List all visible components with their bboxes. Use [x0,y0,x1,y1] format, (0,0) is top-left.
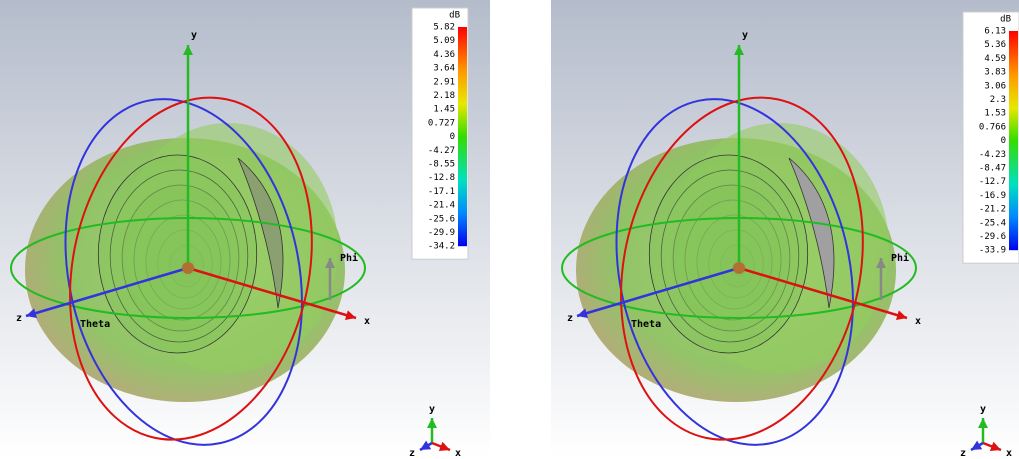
z-axis-head [26,308,38,318]
colorbar-tick-label: 4.59 [984,54,1006,64]
triad-z-head [420,440,432,450]
colorbar-tick-label: -21.2 [979,205,1006,215]
contour [684,199,782,321]
contour [133,199,231,321]
contour [672,184,791,332]
colorbar-tick-label: 3.64 [433,64,455,74]
colorbar-tick-label: 1.45 [433,105,455,115]
theta-ring-red [69,96,313,441]
axis-label: x [915,316,921,327]
axis-label: x [364,316,370,327]
colorbar-tick-label: -33.9 [979,246,1006,256]
origin [733,262,745,274]
axis-label: Phi [340,252,358,264]
x-axis-head [895,310,907,320]
y-axis-head [734,45,744,55]
theta-ring-blue [615,98,854,446]
contour [145,214,222,310]
x-axis [187,266,357,320]
view-panel: y x z Phi Theta dB 6.13 5.36 4.59 3.83 3.06 2.3 1.53… [551,0,1019,459]
contour [696,214,773,310]
colorbar-tick-label: -4.23 [979,150,1006,160]
triad-x-head [989,441,1001,452]
x-axis-head [344,310,356,320]
triad-label: y [429,404,435,415]
colorbar-tick-label: 0.727 [428,118,455,128]
triad-y-head [427,418,437,428]
colorbar-tick-label: -29.6 [979,232,1006,242]
pattern-gap [788,157,835,309]
view-panel: y x z Phi Theta dB 5.82 5.09 4.36 3.64 2.91 2.18 1.4… [0,0,490,459]
triad-label: z [960,448,966,459]
colorbar-tick-label: 4.36 [433,50,455,60]
colorbar-tick-label: 5.82 [433,23,455,33]
colorbar-tick-label: 3.06 [984,81,1006,91]
theta-ring-red [620,96,864,441]
triad-z-head [971,440,983,450]
contour [121,184,240,332]
contour [97,154,258,354]
axis-label: Theta [631,319,661,330]
z-axis-head [577,308,589,318]
colorbar-tick-label: 5.36 [984,40,1006,50]
colorbar-tick-label: -21.4 [428,201,455,211]
colorbar-tick-label: 0 [1001,136,1006,146]
colorbar [1009,31,1018,251]
phi-arrow-head [876,258,886,268]
colorbar-tick-label: -8.47 [979,164,1006,174]
x-axis [738,266,908,320]
colorbar-tick-label: -29.9 [428,228,455,238]
axis-label: z [567,313,573,324]
colorbar-tick-label: -4.27 [428,146,455,156]
colorbar-tick-label: -12.7 [979,177,1006,187]
colorbar-unit: dB [449,11,460,21]
colorbar-tick-label: -34.2 [428,242,455,252]
axis-label: y [191,30,197,41]
colorbar-unit: dB [1000,15,1011,25]
colorbar-tick-label: 2.3 [990,95,1006,105]
y-axis-head [183,45,193,55]
axis-label: Phi [891,252,909,264]
colorbar-tick-label: -17.1 [428,187,455,197]
colorbar-tick-label: 2.18 [433,91,455,101]
triad-label: y [980,404,986,415]
colorbar-tick-label: 1.53 [984,109,1006,119]
axis-label: y [742,30,748,41]
colorbar-tick-label: -25.4 [979,218,1006,228]
pattern-gap [237,157,284,309]
triad-label: z [409,448,415,459]
colorbar-tick-label: 0 [450,132,455,142]
axis-label: Theta [80,319,110,330]
colorbar-tick-label: 0.766 [979,122,1006,132]
colorbar-tick-label: 3.83 [984,68,1006,78]
colorbar-tick-label: -8.55 [428,160,455,170]
colorbar-tick-label: -16.9 [979,191,1006,201]
colorbar-tick-label: 2.91 [433,77,455,87]
colorbar [458,27,467,247]
axis-label: z [16,313,22,324]
colorbar-tick-label: 5.09 [433,36,455,46]
colorbar-tick-label: -12.8 [428,173,455,183]
phi-arrow-head [325,258,335,268]
triad-label: x [455,448,461,459]
origin [182,262,194,274]
contour [648,154,809,354]
colorbar-tick-label: 6.13 [984,27,1006,37]
triad-x-head [438,441,450,452]
contour [109,169,249,343]
z-axis [25,266,189,318]
theta-ring-blue [64,98,303,446]
triad-label: x [1006,448,1012,459]
z-axis [576,266,740,318]
contour [660,169,800,343]
triad-y-head [978,418,988,428]
colorbar-tick-label: -25.6 [428,214,455,224]
